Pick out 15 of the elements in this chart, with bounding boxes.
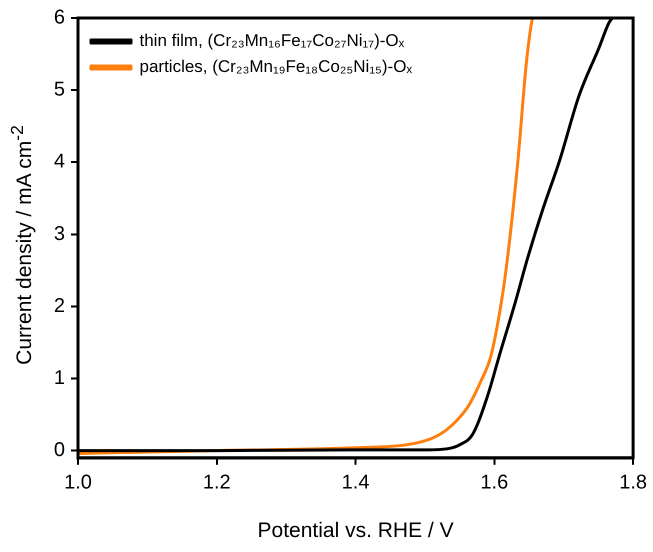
y-tick-label: 4: [54, 150, 65, 173]
x-tick-label: 1.6: [480, 471, 508, 494]
legend-label: particles, (Cr₂₃Mn₁₉Fe₁₈Co₂₅Ni₁₅)-Oₓ: [140, 57, 412, 76]
x-tick-label: 1.4: [342, 471, 370, 494]
y-tick-label: 3: [54, 222, 65, 245]
x-tick-label: 1.2: [202, 471, 231, 494]
x-tick-label: 1.0: [64, 471, 92, 494]
y-tick-label: 5: [54, 78, 65, 101]
x-axis-title: Potential vs. RHE / V: [258, 519, 454, 542]
y-tick-label: 0: [54, 439, 65, 462]
legend-label: thin film, (Cr₂₃Mn₁₆Fe₁₇Co₂₇Ni₁₇)-Oₓ: [140, 31, 405, 50]
y-tick-label: 6: [54, 6, 65, 29]
y-tick-label: 1: [54, 367, 65, 390]
x-tick-label: 1.8: [619, 471, 648, 494]
y-tick-label: 2: [54, 294, 65, 317]
